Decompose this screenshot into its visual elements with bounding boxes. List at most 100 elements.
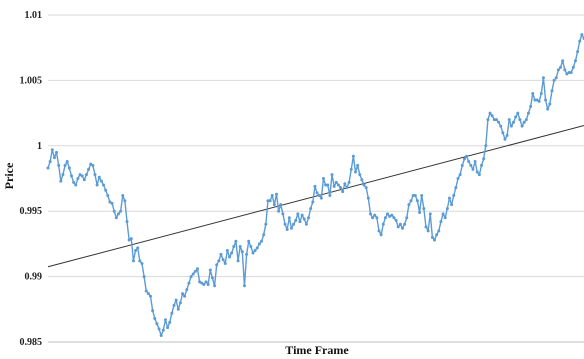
price-point — [251, 251, 255, 255]
price-point — [450, 203, 454, 207]
price-point — [304, 222, 308, 226]
price-point — [443, 216, 447, 220]
price-point — [386, 212, 390, 216]
price-point — [435, 233, 439, 237]
price-point — [420, 194, 424, 198]
price-point — [473, 159, 477, 163]
price-point — [452, 194, 456, 198]
price-point — [405, 216, 409, 220]
price-point — [121, 194, 125, 198]
price-point — [580, 33, 584, 37]
price-point — [503, 137, 507, 141]
price-point — [178, 301, 182, 305]
price-point — [319, 196, 323, 200]
price-point — [345, 186, 349, 190]
price-point — [426, 229, 430, 233]
price-point — [559, 65, 563, 69]
price-point — [354, 170, 358, 174]
price-point — [341, 190, 345, 194]
price-point — [497, 120, 501, 124]
price-point — [202, 282, 206, 286]
y-axis-ticks: 0.985 0.99 0.995 1 1.005 1.01 — [20, 10, 43, 348]
price-point — [516, 111, 520, 115]
price-point — [356, 163, 360, 167]
price-point — [548, 102, 552, 106]
price-point — [296, 212, 300, 216]
price-point — [95, 183, 99, 187]
price-point — [383, 216, 387, 220]
price-point — [183, 294, 187, 298]
price-point — [571, 65, 575, 69]
price-point — [55, 150, 59, 154]
price-point — [307, 216, 311, 220]
price-point — [514, 115, 518, 119]
price-point — [447, 196, 451, 200]
price-point — [567, 71, 571, 75]
price-point — [99, 179, 103, 183]
price-point — [479, 163, 483, 167]
price-point — [524, 118, 528, 122]
price-point — [123, 199, 127, 203]
trend-line — [47, 125, 584, 268]
price-point — [262, 233, 266, 237]
price-point — [300, 213, 304, 217]
price-point — [475, 170, 479, 174]
price-point — [494, 118, 498, 122]
price-point — [430, 235, 434, 239]
price-point — [373, 213, 377, 217]
price-point — [114, 216, 118, 220]
price-point — [326, 183, 330, 187]
price-point — [76, 177, 80, 180]
price-point — [362, 183, 366, 187]
price-point — [57, 163, 61, 167]
price-point — [501, 131, 505, 135]
price-point — [240, 250, 244, 254]
price-point — [219, 252, 223, 256]
price-point — [537, 99, 541, 103]
price-point — [236, 259, 240, 263]
price-point — [490, 114, 494, 118]
price-point — [146, 292, 150, 296]
price-point — [191, 272, 195, 276]
price-point — [208, 268, 212, 272]
price-point — [230, 251, 234, 255]
price-point — [424, 225, 428, 229]
price-point — [336, 183, 340, 187]
y-axis-title: Price — [2, 162, 16, 189]
price-point — [104, 188, 108, 192]
price-point — [462, 157, 466, 161]
price-point — [441, 212, 445, 216]
price-point — [270, 194, 274, 198]
y-tick-label: 1 — [37, 141, 42, 152]
price-point — [172, 303, 176, 307]
price-point — [187, 281, 191, 285]
price-point — [82, 178, 86, 182]
price-point — [72, 180, 76, 184]
price-point — [573, 59, 577, 63]
price-point — [488, 111, 492, 115]
price-point — [213, 284, 217, 288]
price-point — [67, 166, 71, 170]
price-point — [80, 174, 84, 178]
price-point — [294, 218, 298, 222]
price-point — [339, 186, 343, 190]
price-point — [578, 39, 582, 43]
price-point — [520, 124, 524, 128]
price-point — [377, 229, 381, 233]
price-point — [554, 76, 558, 80]
price-point — [153, 316, 157, 320]
price-point — [368, 212, 372, 216]
price-point — [210, 276, 214, 280]
price-point — [313, 184, 317, 188]
price-point — [155, 322, 159, 326]
y-tick-label: 0.985 — [20, 337, 43, 348]
price-point — [415, 199, 419, 203]
price-point — [546, 107, 550, 111]
price-point — [292, 222, 296, 226]
series-layer — [46, 33, 584, 337]
price-point — [467, 159, 471, 163]
price-point — [422, 207, 426, 211]
price-point — [125, 220, 129, 224]
y-tick-label: 0.995 — [20, 206, 43, 217]
